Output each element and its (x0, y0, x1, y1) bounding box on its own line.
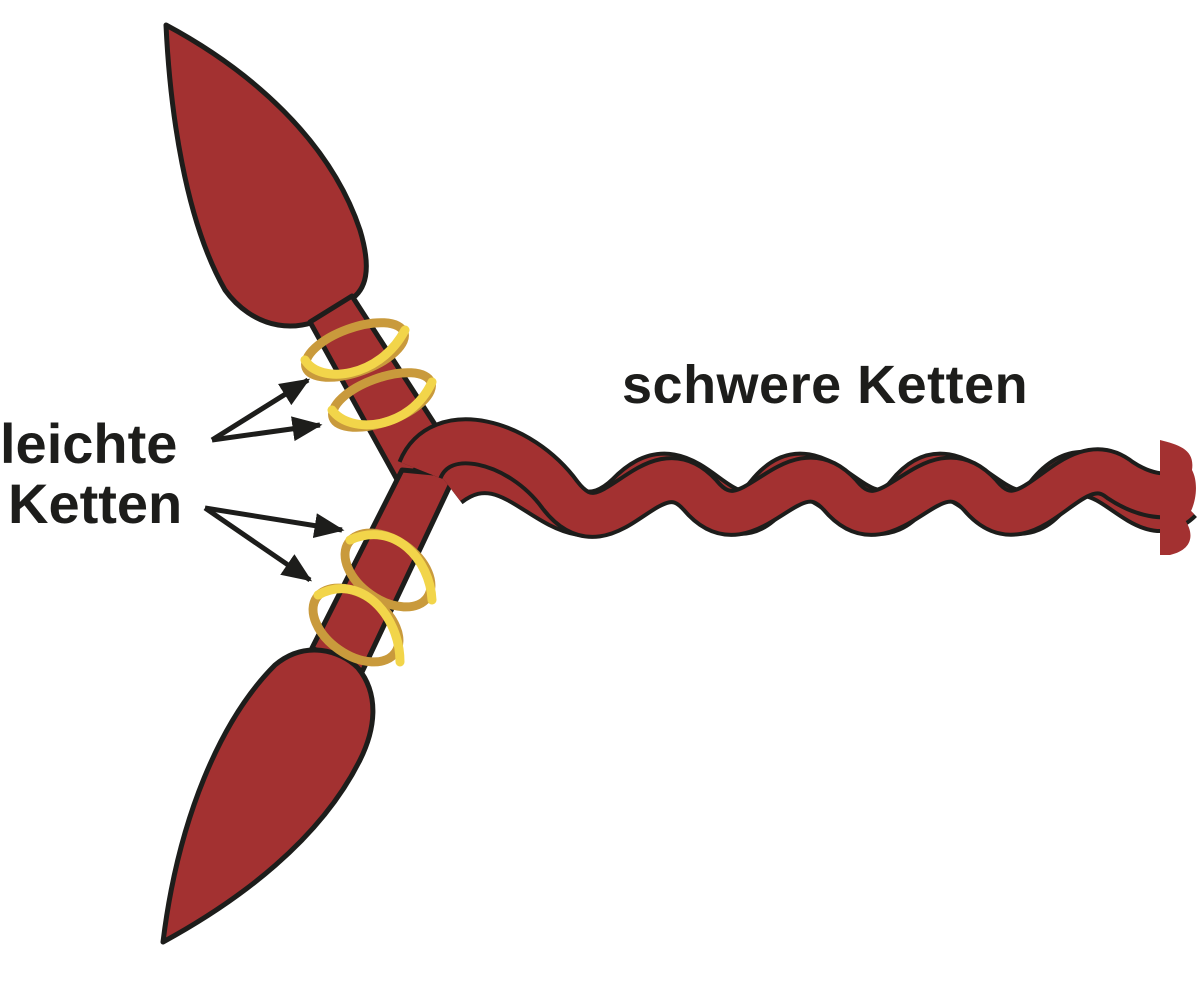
light-chains-label-line1: leichte (0, 412, 178, 475)
arrow-head-icon (211, 416, 323, 443)
lower-myosin-head (160, 647, 376, 945)
light-chain-ring-4 (308, 583, 405, 667)
arrow-head-icon (204, 505, 345, 538)
upper-myosin-head (163, 22, 369, 329)
heavy-chains-label: schwere Ketten (622, 355, 1029, 415)
tail-end (1160, 440, 1196, 555)
arrow-head-icon (210, 377, 311, 443)
light-chains-label-line2: Ketten (8, 472, 183, 535)
light-chain-ring-2 (327, 368, 437, 432)
arrow-head-icon (203, 505, 313, 583)
light-chain-ring-1 (300, 318, 410, 382)
